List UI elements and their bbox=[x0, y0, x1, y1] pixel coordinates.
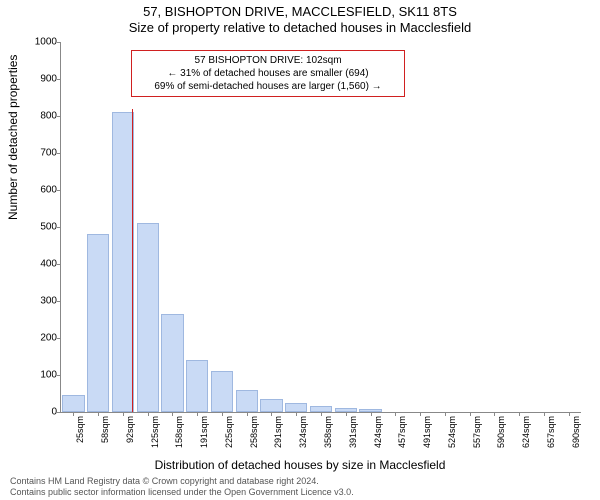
x-tick-label: 491sqm bbox=[420, 416, 432, 448]
histogram-bar bbox=[62, 395, 84, 412]
y-tick-mark bbox=[57, 264, 61, 265]
annotation-line: ← 31% of detached houses are smaller (69… bbox=[138, 67, 398, 80]
footer-attribution: Contains HM Land Registry data © Crown c… bbox=[10, 476, 590, 498]
x-tick-label: 590sqm bbox=[494, 416, 506, 448]
annotation-box: 57 BISHOPTON DRIVE: 102sqm← 31% of detac… bbox=[131, 50, 405, 97]
y-tick-mark bbox=[57, 42, 61, 43]
y-tick-mark bbox=[57, 301, 61, 302]
x-tick-label: 457sqm bbox=[395, 416, 407, 448]
x-tick-label: 158sqm bbox=[172, 416, 184, 448]
property-marker-line bbox=[132, 109, 133, 412]
annotation-line: 57 BISHOPTON DRIVE: 102sqm bbox=[138, 54, 398, 67]
x-tick-label: 624sqm bbox=[519, 416, 531, 448]
x-tick-label: 191sqm bbox=[197, 416, 209, 448]
y-tick-mark bbox=[57, 227, 61, 228]
title-subtitle: Size of property relative to detached ho… bbox=[0, 20, 600, 35]
x-tick-label: 391sqm bbox=[346, 416, 358, 448]
x-tick-label: 557sqm bbox=[470, 416, 482, 448]
x-tick-label: 657sqm bbox=[544, 416, 556, 448]
x-tick-label: 25sqm bbox=[73, 416, 85, 443]
x-tick-label: 424sqm bbox=[371, 416, 383, 448]
x-tick-label: 358sqm bbox=[321, 416, 333, 448]
histogram-bar bbox=[186, 360, 208, 412]
annotation-line: 69% of semi-detached houses are larger (… bbox=[138, 80, 398, 93]
x-tick-label: 258sqm bbox=[247, 416, 259, 448]
histogram-bar bbox=[260, 399, 282, 412]
y-tick-mark bbox=[57, 116, 61, 117]
x-tick-label: 92sqm bbox=[123, 416, 135, 443]
title-address: 57, BISHOPTON DRIVE, MACCLESFIELD, SK11 … bbox=[0, 4, 600, 19]
x-tick-label: 291sqm bbox=[271, 416, 283, 448]
histogram-bar bbox=[87, 234, 109, 412]
x-axis-label: Distribution of detached houses by size … bbox=[0, 458, 600, 472]
y-tick-mark bbox=[57, 79, 61, 80]
y-tick-mark bbox=[57, 375, 61, 376]
histogram-bar bbox=[236, 390, 258, 412]
x-tick-label: 690sqm bbox=[569, 416, 581, 448]
footer-line-2: Contains public sector information licen… bbox=[10, 487, 590, 498]
plot-area: 0100200300400500600700800900100025sqm58s… bbox=[60, 42, 581, 413]
y-tick-mark bbox=[57, 412, 61, 413]
histogram-bar bbox=[285, 403, 307, 412]
y-axis-label: Number of detached properties bbox=[6, 55, 20, 220]
y-tick-mark bbox=[57, 153, 61, 154]
y-tick-mark bbox=[57, 190, 61, 191]
x-tick-label: 324sqm bbox=[296, 416, 308, 448]
x-tick-label: 225sqm bbox=[222, 416, 234, 448]
histogram-bar bbox=[137, 223, 159, 412]
x-tick-label: 125sqm bbox=[148, 416, 160, 448]
x-tick-label: 524sqm bbox=[445, 416, 457, 448]
histogram-bar bbox=[161, 314, 183, 412]
histogram-bar bbox=[211, 371, 233, 412]
y-tick-mark bbox=[57, 338, 61, 339]
chart-container: 57, BISHOPTON DRIVE, MACCLESFIELD, SK11 … bbox=[0, 0, 600, 500]
x-tick-label: 58sqm bbox=[98, 416, 110, 443]
footer-line-1: Contains HM Land Registry data © Crown c… bbox=[10, 476, 590, 487]
